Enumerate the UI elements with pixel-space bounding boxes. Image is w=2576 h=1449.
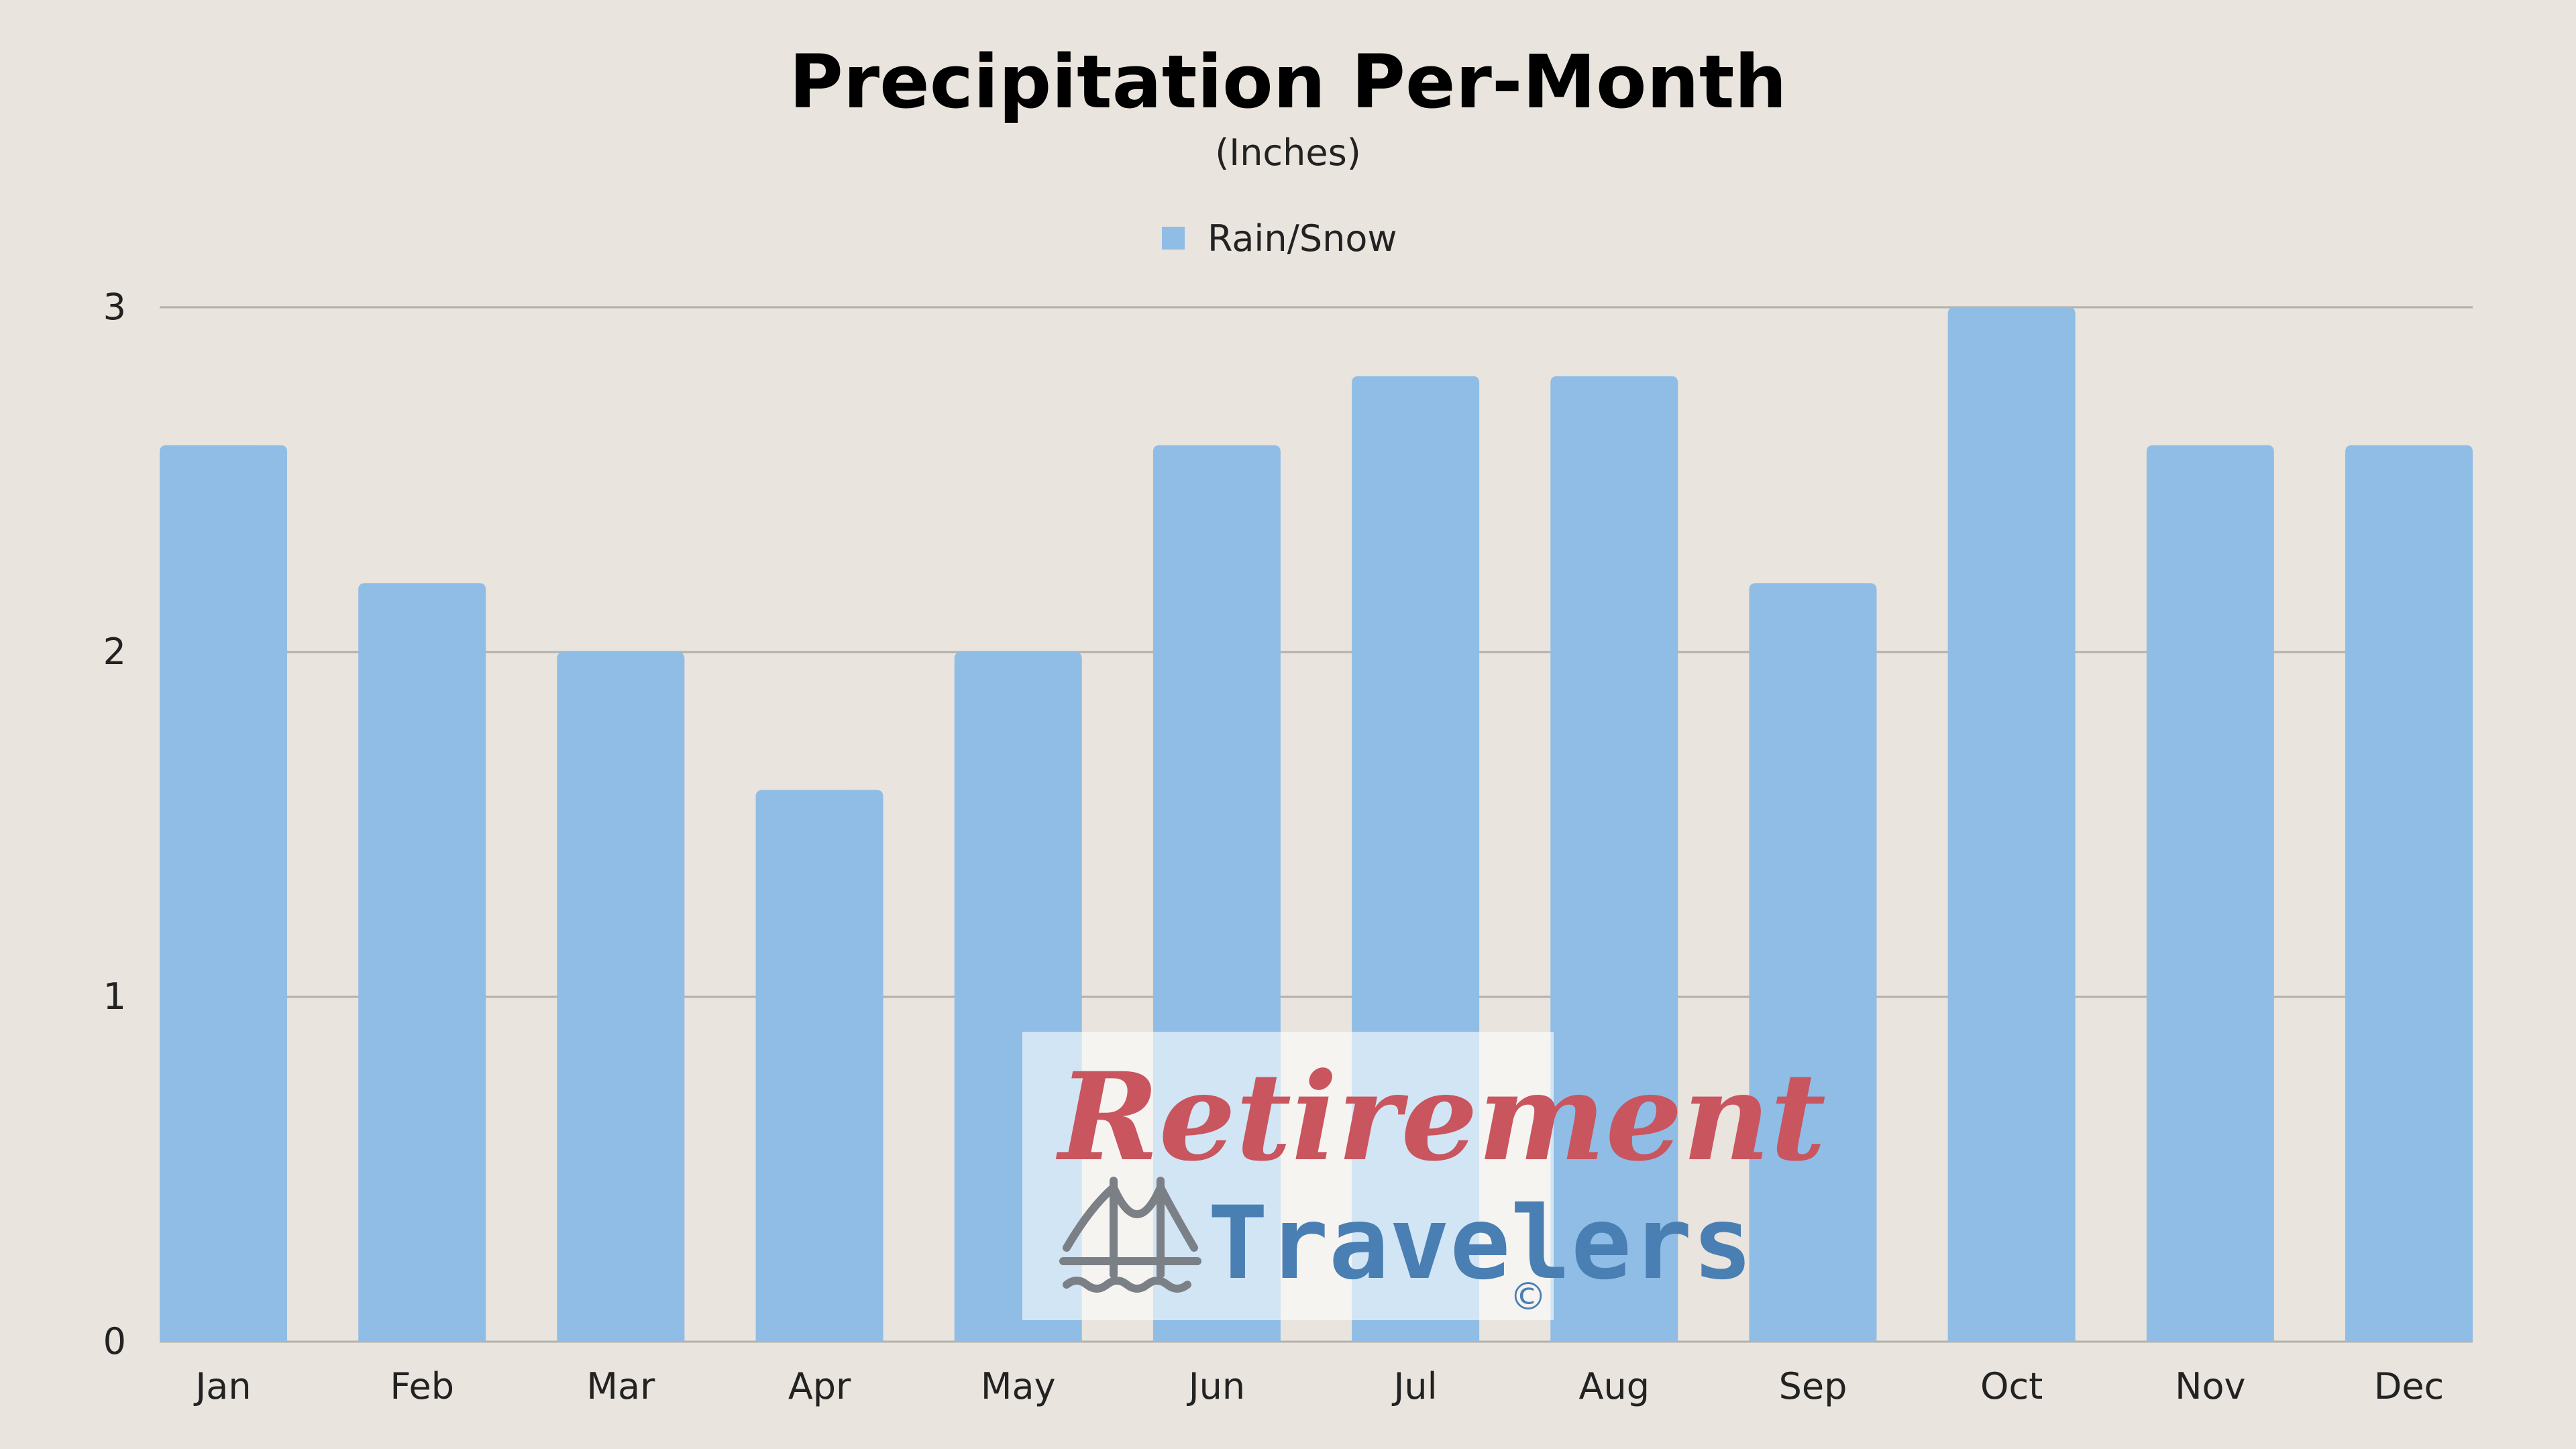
x-tick-label: Sep [1779, 1365, 1847, 1407]
x-tick-label: Feb [390, 1365, 454, 1407]
grid [160, 306, 2473, 1343]
x-tick-label: Jan [193, 1365, 251, 1407]
watermark: Retirement Travelers © [1022, 1032, 1826, 1320]
legend-label: Rain/Snow [1208, 217, 1397, 260]
bar-nov [2146, 445, 2274, 1342]
bar-oct [1947, 307, 2076, 1342]
legend: Rain/Snow [1162, 217, 1397, 260]
y-tick-label: 1 [103, 975, 126, 1018]
x-tick-label: Aug [1579, 1365, 1650, 1407]
chart-subtitle: (Inches) [1215, 131, 1361, 174]
watermark-line2: Travelers [1208, 1185, 1753, 1302]
bridge-icon [1059, 1177, 1201, 1293]
bar-mar [557, 652, 685, 1342]
bar-sep [1749, 583, 1877, 1342]
watermark-copyright: © [1509, 1275, 1547, 1319]
bar-apr [755, 790, 883, 1342]
x-tick-label: Mar [586, 1365, 655, 1407]
x-tick-label: Dec [2374, 1365, 2445, 1407]
legend-swatch [1162, 227, 1185, 250]
x-tick-label: Jun [1187, 1365, 1245, 1407]
watermark-line1: Retirement [1055, 1046, 1826, 1188]
bar-aug [1550, 376, 1678, 1342]
x-tick-label: May [981, 1365, 1056, 1407]
x-tick-label: Nov [2175, 1365, 2245, 1407]
bar-dec [2345, 445, 2473, 1342]
bar-feb [358, 583, 486, 1342]
y-axis-ticks: 0 1 2 3 [103, 286, 126, 1362]
x-tick-label: Apr [788, 1365, 851, 1407]
bar-jan [160, 445, 287, 1342]
chart-title: Precipitation Per-Month [789, 39, 1786, 125]
y-tick-label: 2 [103, 631, 126, 673]
y-tick-label: 0 [103, 1320, 126, 1362]
x-tick-label: Jul [1392, 1365, 1438, 1407]
y-tick-label: 3 [103, 286, 126, 328]
x-axis-ticks: Jan Feb Mar Apr May Jun Jul Aug Sep Oct Nov Dec [193, 1365, 2444, 1407]
x-tick-label: Oct [1980, 1365, 2043, 1407]
